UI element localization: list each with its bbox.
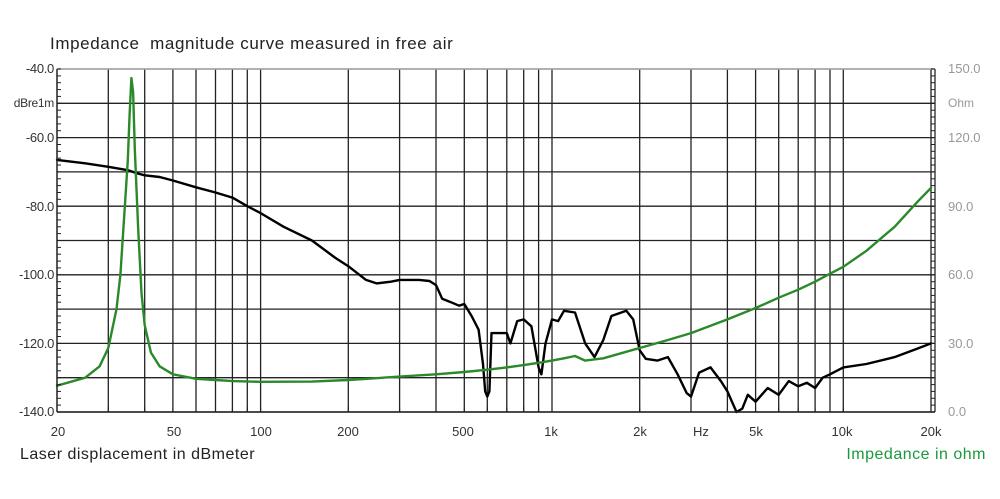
left-axis-tick: -80.0: [25, 199, 54, 214]
plot-series: [55, 76, 933, 414]
right-axis-unit-label: Ohm: [948, 96, 975, 110]
displacement-axis-caption: Laser displacement in dBmeter: [20, 446, 256, 463]
right-axis-tick: 0.0: [948, 404, 967, 419]
x-axis-tick: 200: [337, 424, 359, 439]
x-axis-unit-label: Hz: [693, 424, 709, 439]
x-axis-tick: 100: [250, 424, 272, 439]
right-axis-tick: 90.0: [948, 199, 974, 214]
impedance-curve: [55, 76, 933, 387]
right-axis-tick: 30.0: [948, 336, 974, 351]
plot-grid: [57, 68, 935, 413]
x-axis-tick: 20: [50, 424, 66, 439]
left-axis-tick: -60.0: [25, 130, 54, 145]
left-axis-tick: -140.0: [18, 404, 54, 419]
impedance-axis-caption: Impedance in ohm: [846, 446, 986, 463]
x-axis-tick: 5k: [749, 424, 763, 439]
displacement-curve: [55, 158, 933, 414]
x-axis-tick: 500: [452, 424, 474, 439]
plot-frame: [56, 68, 936, 413]
left-axis-tick: -40.0: [25, 61, 54, 76]
right-axis-tick: 60.0: [948, 267, 974, 282]
x-axis-tick: 50: [166, 424, 182, 439]
left-axis-unit-label: dBre1m: [13, 96, 55, 110]
x-axis-tick: 1k: [544, 424, 558, 439]
left-axis-tick: -100.0: [18, 267, 54, 282]
right-axis-tick: 150.0: [948, 61, 981, 76]
x-axis-tick: 2k: [633, 424, 647, 439]
chart-title: Impedance magnitude curve measured in fr…: [50, 34, 454, 53]
x-axis-tick: 10k: [831, 424, 853, 439]
right-axis-tick: 120.0: [948, 130, 981, 145]
x-axis-tick: 20k: [920, 424, 942, 439]
left-axis-tick: -120.0: [18, 336, 54, 351]
